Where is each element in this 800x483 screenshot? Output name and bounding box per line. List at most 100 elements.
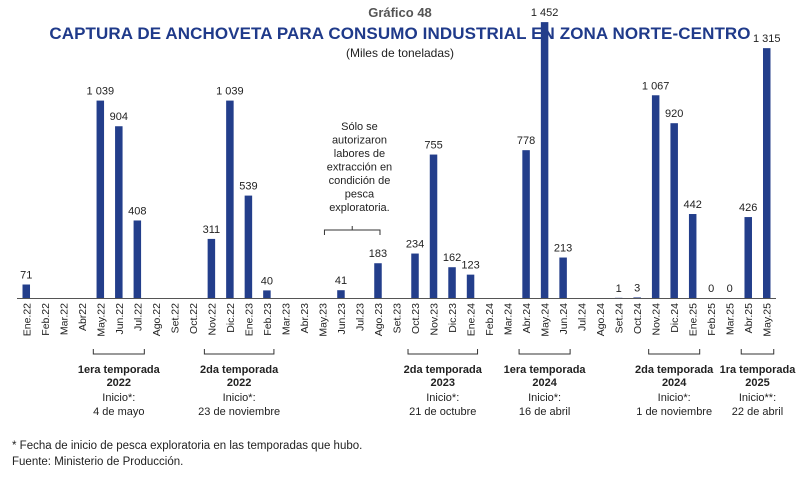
x-tick-label: Jun.23 (336, 303, 348, 335)
season-title: 2da temporada (404, 364, 483, 376)
season-start-date: 21 de octubre (409, 406, 476, 418)
x-tick-label: Dic.24 (669, 303, 681, 333)
x-tick-label: Set.23 (392, 303, 404, 334)
x-tick-label: Nov.24 (651, 303, 663, 336)
x-tick-label: Feb.22 (40, 303, 52, 336)
bar (244, 195, 253, 298)
source-note: Fuente: Ministerio de Producción. (12, 456, 184, 468)
x-tick-label: Jul.22 (132, 303, 144, 331)
bar (96, 100, 105, 298)
bar (207, 238, 216, 298)
x-tick-label: Oct.24 (632, 303, 644, 334)
x-tick-label: Nov.23 (429, 303, 441, 336)
data-label: 539 (239, 181, 257, 193)
season-title: 1era temporada (78, 364, 161, 376)
x-tick-label: Nov.22 (206, 303, 218, 336)
data-label: 1 315 (753, 33, 781, 45)
season-bracket (740, 349, 775, 355)
bar (22, 284, 31, 298)
chart-subtitle: (Miles de toneladas) (345, 46, 455, 60)
bar (522, 150, 530, 298)
annotation-text: labores de (334, 148, 385, 160)
season-title: 2da temporada (200, 364, 279, 376)
x-tick-label: May.23 (317, 303, 329, 337)
bar (762, 48, 771, 299)
chart-title: CAPTURA DE ANCHOVETA PARA CONSUMO INDUST… (49, 24, 751, 43)
bar (226, 100, 234, 298)
data-label: 442 (684, 199, 702, 211)
annotation-text: extracción en (327, 162, 392, 174)
x-tick-label: Oct.22 (188, 303, 200, 334)
x-tick-label: Abr.23 (299, 303, 311, 334)
data-label: 123 (461, 260, 479, 272)
data-label: 0 (727, 283, 733, 295)
x-tick-label: Dic.23 (447, 303, 459, 333)
season-start-label: Inicio*: (426, 392, 459, 404)
bar (411, 253, 419, 298)
bar (466, 274, 475, 298)
x-tick-label: Ene.23 (243, 303, 255, 336)
season-start-date: 22 de abril (732, 406, 783, 418)
season-bracket (203, 349, 275, 355)
season-year: 2022 (227, 377, 251, 389)
bar (374, 263, 382, 298)
season-start-date: 4 de mayo (93, 406, 144, 418)
x-tick-label: Mar.24 (503, 303, 515, 335)
x-tick-label: Ene.25 (688, 303, 700, 336)
season-year: 2023 (431, 377, 455, 389)
data-label: 778 (517, 135, 535, 147)
data-label: 408 (128, 205, 146, 217)
data-label: 234 (406, 239, 424, 251)
x-tick-label: Feb.23 (262, 303, 274, 336)
x-tick-label: Jul.24 (577, 303, 589, 331)
x-tick-label: Mar.22 (58, 303, 70, 335)
x-tick-label: May.24 (540, 303, 552, 337)
data-label: 41 (335, 275, 347, 287)
bar (744, 217, 752, 298)
data-label: 1 039 (87, 86, 115, 98)
x-tick-label: May.25 (762, 303, 774, 337)
annotation-bracket (323, 226, 381, 235)
bar (540, 22, 549, 299)
x-tick-label: Feb.24 (484, 303, 496, 336)
annotation-text: exploratoria. (329, 202, 390, 214)
season-bracket (407, 349, 479, 355)
x-tick-label: Feb.25 (706, 303, 718, 336)
data-label: 162 (443, 252, 461, 264)
bar (670, 123, 678, 298)
season-bracket (92, 349, 145, 355)
annotation-text: Sólo se (341, 121, 378, 133)
bar (688, 214, 697, 298)
x-tick-label: Ago.22 (151, 303, 163, 336)
annotation-text: autorizaron (332, 135, 387, 147)
bar (448, 267, 456, 298)
data-label: 1 039 (216, 86, 244, 98)
data-label: 311 (203, 224, 221, 236)
season-start-label: Inicio*: (102, 392, 135, 404)
season-start-date: 1 de noviembre (636, 406, 712, 418)
data-label: 0 (708, 283, 714, 295)
season-year: 2025 (745, 377, 769, 389)
x-tick-label: Mar.23 (280, 303, 292, 335)
season-start-label: Inicio**: (739, 392, 776, 404)
bar (651, 95, 660, 299)
data-label: 1 452 (531, 7, 559, 19)
x-tick-label: Dic.22 (225, 303, 237, 333)
x-tick-label: Abr22 (77, 303, 89, 331)
x-tick-label: May.22 (95, 303, 107, 337)
x-tick-label: Ene.22 (21, 303, 33, 336)
x-tick-label: Set.24 (614, 303, 626, 334)
x-tick-label: Set.22 (169, 303, 181, 334)
x-tick-label: Mar.25 (725, 303, 737, 335)
season-title: 1era temporada (504, 364, 587, 376)
x-tick-label: Ago.24 (595, 303, 607, 336)
annotation-text: condición de (329, 175, 391, 187)
x-tick-label: Jul.23 (354, 303, 366, 331)
bar (337, 290, 345, 298)
x-tick-label: Oct.23 (410, 303, 422, 334)
data-label: 71 (20, 270, 32, 282)
data-label: 426 (739, 202, 757, 214)
data-label: 904 (110, 111, 128, 123)
bar (115, 126, 123, 299)
